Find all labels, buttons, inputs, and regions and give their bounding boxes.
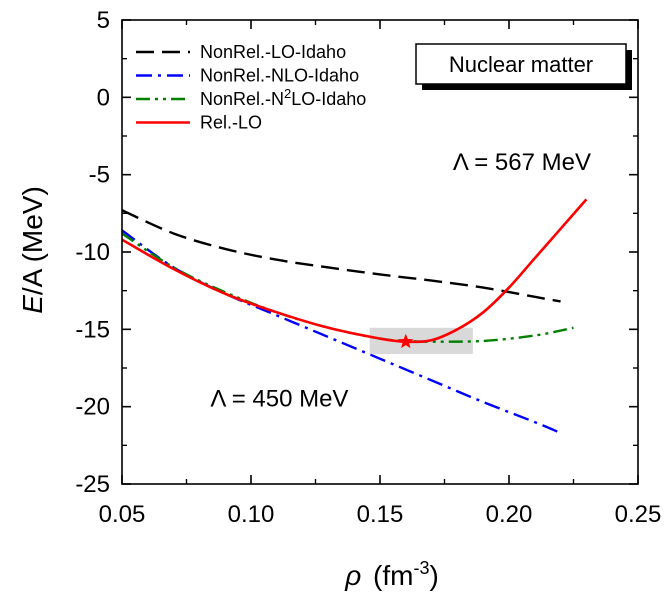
annotation-lambda450: Λ = 450 MeV [210, 386, 348, 413]
series-line-1 [121, 229, 562, 435]
legend-label-1: NonRel.-NLO-Idaho [200, 66, 359, 86]
y-tick-label: -10 [75, 239, 110, 266]
annotation-lambda567: Λ = 567 MeV [453, 149, 591, 176]
y-tick-label: -25 [75, 471, 110, 498]
nuclear-matter-box: Nuclear matter [415, 43, 632, 90]
legend-label-0: NonRel.-LO-Idaho [200, 42, 346, 62]
y-tick-label: -15 [75, 316, 110, 343]
x-tick-label: 0.25 [615, 501, 662, 528]
series-line-2 [121, 232, 574, 343]
axes-layer: 0.05 0.10 0.15 0.20 0.25 5 0 -5 -10 -15 -20 -25 [75, 7, 661, 528]
y-tick-label: -20 [75, 394, 110, 421]
x-tick-label: 0.20 [486, 501, 533, 528]
nuclear-matter-label: Nuclear matter [449, 52, 593, 77]
legend: NonRel.-LO-Idaho NonRel.-NLO-IdahoNonRel.… [136, 42, 366, 133]
series-line-3 [121, 198, 588, 344]
y-tick-label: 5 [97, 7, 110, 34]
annotations-layer: Λ = 567 MeV Λ = 450 MeV [210, 149, 591, 413]
saturation-point-star [398, 333, 414, 349]
y-tick-label: 0 [97, 84, 110, 111]
legend-label-3: Rel.-LO [200, 113, 262, 133]
y-axis-title: E/A (MeV) [17, 186, 48, 314]
plot-layer [121, 198, 588, 435]
x-tick-label: 0.10 [228, 501, 275, 528]
x-axis-title: ρ (fm-3) [344, 558, 439, 591]
legend-label-2: NonRel.-N2LO-Idaho [200, 86, 366, 109]
series-line-0 [121, 209, 561, 303]
x-tick-label: 0.15 [357, 501, 404, 528]
y-tick-label: -5 [89, 162, 110, 189]
x-tick-label: 0.05 [99, 501, 146, 528]
